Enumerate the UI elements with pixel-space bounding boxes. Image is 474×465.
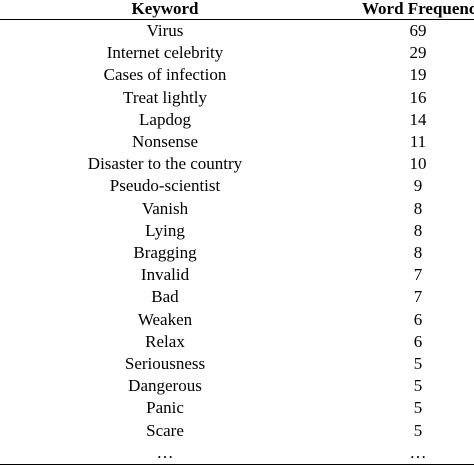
table-row: Nonsense 11: [0, 131, 474, 153]
frequency-cell: 8: [413, 243, 423, 263]
frequency-cell: 5: [413, 398, 423, 418]
keyword-cell: Lapdog: [139, 109, 191, 129]
frequency-cell: 69: [409, 21, 427, 40]
frequency-cell: 8: [413, 198, 423, 218]
frequency-cell: 29: [409, 43, 427, 63]
table-row: Pseudo-scientist 9: [0, 175, 474, 197]
table-row: Weaken 6: [0, 309, 474, 331]
keyword-cell: Treat lightly: [123, 87, 207, 107]
frequency-cell: 16: [409, 87, 427, 107]
keyword-cell: …: [0, 441, 330, 465]
table-row: Disaster to the country 10: [0, 153, 474, 175]
column-header-word-frequency: Word Frequency: [330, 0, 474, 20]
frequency-cell: 7: [413, 265, 423, 285]
frequency-cell: 5: [413, 420, 423, 440]
frequency-cell: 6: [413, 331, 423, 351]
column-header-keyword: Keyword: [0, 0, 330, 20]
table-row: Bad 7: [0, 286, 474, 308]
keyword-cell: Bad: [151, 287, 179, 307]
frequency-cell: 5: [413, 376, 423, 396]
keyword-cell: Panic: [146, 398, 184, 418]
keyword-cell: Dangerous: [128, 376, 202, 396]
frequency-cell: …: [330, 441, 474, 465]
keyword-cell: Relax: [145, 331, 185, 351]
table-row: Seriousness 5: [0, 353, 474, 375]
keyword-cell: Scare: [146, 420, 184, 440]
keyword-cell: Weaken: [137, 309, 193, 329]
keyword-cell: Cases of infection: [103, 65, 227, 85]
frequency-cell: 10: [409, 154, 427, 174]
frequency-cell: 8: [413, 220, 423, 240]
frequency-cell: 7: [413, 287, 423, 307]
table-row: Lying 8: [0, 220, 474, 242]
keyword-cell: Bragging: [133, 243, 197, 263]
table-row-ellipsis: ……: [0, 441, 474, 465]
table-row: Virus 69: [0, 20, 474, 43]
frequency-cell: 5: [413, 354, 423, 374]
table-row: Cases of infection 19: [0, 64, 474, 86]
keyword-cell: Virus: [146, 21, 184, 40]
table-row: Vanish 8: [0, 198, 474, 220]
header-row: Keyword Word Frequency: [0, 0, 474, 20]
frequency-cell: 9: [413, 176, 423, 196]
keyword-cell: Pseudo-scientist: [109, 176, 221, 196]
frequency-cell: 6: [413, 309, 423, 329]
table-row: Treat lightly 16: [0, 87, 474, 109]
frequency-cell: 11: [409, 132, 427, 152]
table-row: Relax 6: [0, 331, 474, 353]
table-row: Scare 5: [0, 420, 474, 442]
table-row: Dangerous 5: [0, 375, 474, 397]
keyword-cell: Lying: [145, 220, 185, 240]
frequency-cell: 14: [409, 109, 427, 129]
table-row: Bragging 8: [0, 242, 474, 264]
keyword-cell: Invalid: [140, 265, 190, 285]
keyword-cell: Nonsense: [131, 132, 199, 152]
table-row: Lapdog 14: [0, 109, 474, 131]
table-row: Panic 5: [0, 397, 474, 419]
keyword-cell: Disaster to the country: [87, 154, 243, 174]
keyword-cell: Seriousness: [124, 354, 206, 374]
table-row: Invalid 7: [0, 264, 474, 286]
table-row: Internet celebrity 29: [0, 42, 474, 64]
frequency-cell: 19: [409, 65, 427, 85]
keyword-cell: Internet celebrity: [106, 43, 224, 63]
keyword-cell: Vanish: [141, 198, 189, 218]
